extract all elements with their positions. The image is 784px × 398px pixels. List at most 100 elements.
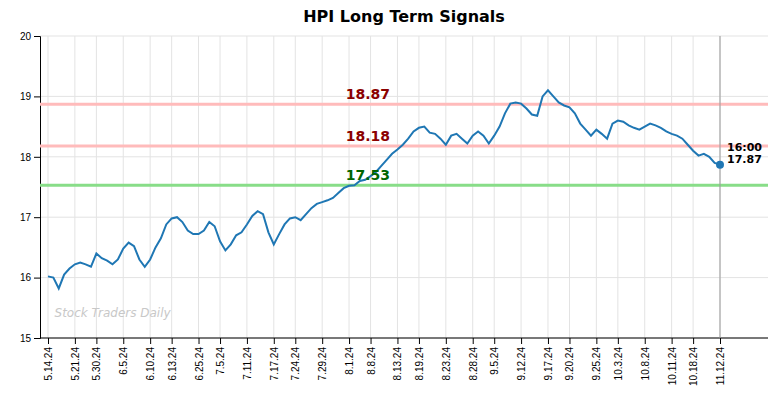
tick-mark — [672, 338, 673, 344]
tick-mark — [548, 338, 549, 344]
tick-mark — [720, 338, 721, 344]
tick: 10.11.24 — [667, 338, 678, 385]
grid-line — [494, 36, 495, 338]
grid-line — [40, 156, 768, 157]
tick: 8.1.24 — [344, 338, 355, 375]
tick-label: 9.5.24 — [489, 347, 500, 375]
tick-mark — [34, 338, 40, 339]
tick-label: 20 — [20, 31, 32, 42]
grid-line — [521, 36, 522, 338]
tick-label: 11.12.24 — [715, 347, 726, 386]
tick: 6.25.24 — [194, 338, 205, 380]
tick: 15 — [20, 333, 40, 344]
tick-label: 16 — [20, 272, 32, 283]
tick: 10.8.24 — [640, 338, 651, 380]
tick-mark — [569, 338, 570, 344]
tick: 5.14.24 — [43, 338, 54, 380]
endpoint-rule — [720, 36, 721, 338]
grid-line — [370, 36, 371, 338]
tick-mark — [34, 36, 40, 37]
tick-mark — [34, 157, 40, 158]
x-axis: 5.14.245.21.245.30.246.5.246.10.246.13.2… — [40, 338, 768, 386]
tick-mark — [371, 338, 372, 344]
tick-mark — [75, 338, 76, 344]
tick: 8.13.24 — [392, 338, 403, 380]
tick: 9.25.24 — [591, 338, 602, 380]
grid-line — [96, 36, 97, 338]
grid-line — [596, 36, 597, 338]
reference-label: 18.18 — [346, 128, 390, 144]
annotations: 18.8718.1817.5316:0017.87Stock Traders D… — [55, 86, 763, 320]
tick-mark — [397, 338, 398, 344]
grid-line — [40, 217, 768, 218]
tick-label: 8.1.24 — [344, 347, 355, 375]
marks — [40, 36, 768, 338]
tick: 7.11.24 — [242, 338, 253, 380]
tick-mark — [172, 338, 173, 344]
tick: 7.17.24 — [269, 338, 280, 380]
axis-line — [34, 37, 41, 339]
grid-line — [418, 36, 419, 338]
tick: 7.24.24 — [290, 338, 301, 380]
tick-mark — [123, 338, 124, 344]
tick: 8.19.24 — [414, 338, 425, 380]
tick: 8.28.24 — [468, 338, 479, 380]
grid-line — [273, 36, 274, 338]
grid-line — [472, 36, 473, 338]
grid-line — [246, 36, 247, 338]
reference-label: 17.53 — [346, 167, 390, 183]
tick-mark — [199, 338, 200, 344]
tick: 7.5.24 — [215, 338, 226, 375]
grid-line — [671, 36, 672, 338]
grid-line — [617, 36, 618, 338]
tick-label: 10.3.24 — [613, 347, 624, 381]
tick-label: 6.13.24 — [167, 347, 178, 381]
tick-label: 7.5.24 — [215, 347, 226, 375]
tick-mark — [494, 338, 495, 344]
tick: 17 — [20, 212, 40, 223]
grid-line — [40, 338, 768, 339]
tick-mark — [693, 338, 694, 344]
tick-mark — [322, 338, 323, 344]
tick-label: 7.24.24 — [290, 347, 301, 381]
tick-mark — [521, 338, 522, 344]
tick: 9.12.24 — [516, 338, 527, 380]
tick-label: 9.25.24 — [591, 347, 602, 381]
grid-line — [40, 96, 768, 97]
tick-label: 18 — [20, 152, 32, 163]
tick: 11.12.24 — [715, 338, 726, 385]
tick-label: 5.21.24 — [70, 347, 81, 381]
tick-mark — [274, 338, 275, 344]
tick: 9.17.24 — [543, 338, 554, 380]
tick: 9.20.24 — [564, 338, 575, 380]
tick-mark — [220, 338, 221, 344]
tick-mark — [419, 338, 420, 344]
grid-line — [397, 36, 398, 338]
tick-label: 7.17.24 — [269, 347, 280, 381]
tick: 19 — [20, 91, 40, 102]
tick-label: 6.25.24 — [194, 347, 205, 381]
grid-line — [220, 36, 221, 338]
endpoint-marker — [716, 161, 724, 169]
tick: 9.5.24 — [489, 338, 500, 375]
tick-label: 7.11.24 — [242, 347, 253, 380]
tick: 10.3.24 — [613, 338, 624, 380]
grid-line — [720, 36, 721, 338]
reference-label: 18.87 — [346, 86, 390, 102]
grid-line — [198, 36, 199, 338]
tick-mark — [48, 338, 49, 344]
tick-mark — [446, 338, 447, 344]
reference-line — [40, 103, 768, 106]
tick-label: 9.17.24 — [543, 347, 554, 381]
tick-mark — [473, 338, 474, 344]
tick: 6.10.24 — [145, 338, 156, 380]
tick-mark — [645, 338, 646, 344]
tick: 5.30.24 — [91, 338, 102, 380]
grid-line — [644, 36, 645, 338]
tick-mark — [295, 338, 296, 344]
tick: 7.29.24 — [317, 338, 328, 380]
grid-line — [48, 36, 49, 338]
y-axis: 15 16 17 18 19 20 — [20, 31, 41, 344]
grid — [40, 36, 768, 338]
reference-line — [40, 184, 768, 187]
